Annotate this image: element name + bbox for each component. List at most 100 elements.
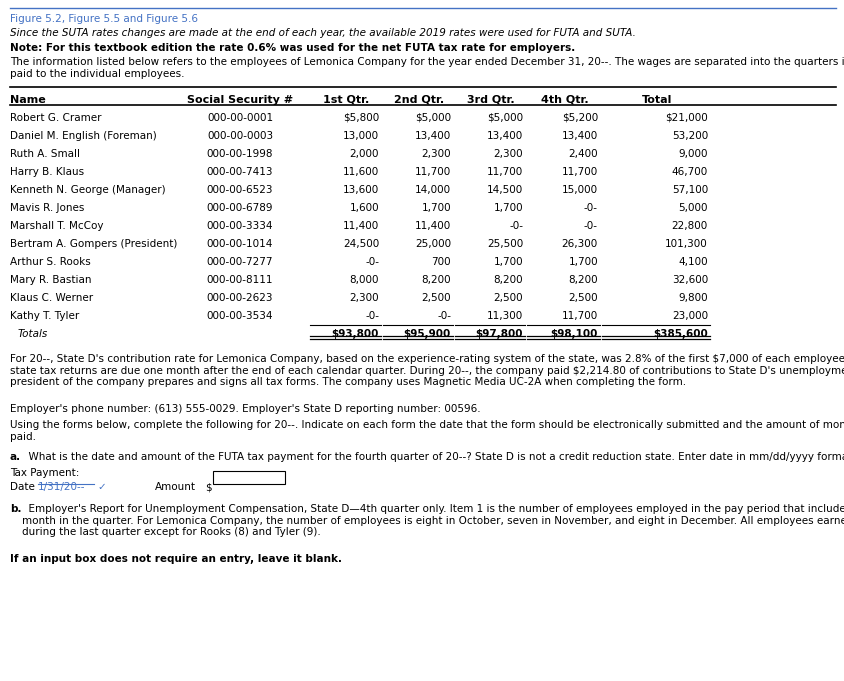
Text: 14,000: 14,000 <box>415 185 451 195</box>
Text: Employer's phone number: (613) 555-0029. Employer's State D reporting number: 00: Employer's phone number: (613) 555-0029.… <box>10 404 480 414</box>
Text: 8,200: 8,200 <box>568 275 598 285</box>
Text: 11,400: 11,400 <box>414 221 451 231</box>
Text: 46,700: 46,700 <box>672 167 708 177</box>
Text: 9,800: 9,800 <box>679 293 708 303</box>
Text: 11,700: 11,700 <box>562 167 598 177</box>
Text: 1,700: 1,700 <box>494 203 523 213</box>
Text: ✓: ✓ <box>97 482 106 492</box>
Text: -0-: -0- <box>584 221 598 231</box>
Text: $98,100: $98,100 <box>550 329 598 339</box>
Text: 13,400: 13,400 <box>414 131 451 141</box>
Text: 13,000: 13,000 <box>343 131 379 141</box>
Text: If an input box does not require an entry, leave it blank.: If an input box does not require an entr… <box>10 554 342 564</box>
Text: 57,100: 57,100 <box>672 185 708 195</box>
Text: 2nd Qtr.: 2nd Qtr. <box>394 95 444 105</box>
Text: 3rd Qtr.: 3rd Qtr. <box>468 95 515 105</box>
Text: 000-00-7277: 000-00-7277 <box>207 257 273 267</box>
Text: 4,100: 4,100 <box>679 257 708 267</box>
Text: Marshall T. McCoy: Marshall T. McCoy <box>10 221 104 231</box>
Text: 000-00-3334: 000-00-3334 <box>207 221 273 231</box>
Text: Klaus C. Werner: Klaus C. Werner <box>10 293 93 303</box>
Text: 22,800: 22,800 <box>672 221 708 231</box>
Text: 2,000: 2,000 <box>349 149 379 159</box>
Text: Mary R. Bastian: Mary R. Bastian <box>10 275 91 285</box>
Text: 32,600: 32,600 <box>672 275 708 285</box>
Text: 5,000: 5,000 <box>679 203 708 213</box>
Text: 8,000: 8,000 <box>349 275 379 285</box>
Bar <box>213 471 285 484</box>
Text: 000-00-8111: 000-00-8111 <box>207 275 273 285</box>
Text: Mavis R. Jones: Mavis R. Jones <box>10 203 84 213</box>
Text: Kenneth N. George (Manager): Kenneth N. George (Manager) <box>10 185 165 195</box>
Text: 700: 700 <box>431 257 451 267</box>
Text: Name: Name <box>10 95 46 105</box>
Text: b.: b. <box>10 504 21 514</box>
Text: 000-00-0001: 000-00-0001 <box>207 113 273 123</box>
Text: Bertram A. Gompers (President): Bertram A. Gompers (President) <box>10 239 177 249</box>
Text: 11,700: 11,700 <box>562 311 598 321</box>
Text: $95,900: $95,900 <box>403 329 451 339</box>
Text: 13,400: 13,400 <box>562 131 598 141</box>
Text: Date: Date <box>10 482 35 492</box>
Text: 1/31/20--: 1/31/20-- <box>38 482 85 492</box>
Text: Kathy T. Tyler: Kathy T. Tyler <box>10 311 79 321</box>
Text: 000-00-6523: 000-00-6523 <box>207 185 273 195</box>
Text: -0-: -0- <box>365 311 379 321</box>
Text: 8,200: 8,200 <box>421 275 451 285</box>
Text: 1,600: 1,600 <box>349 203 379 213</box>
Text: 1,700: 1,700 <box>568 257 598 267</box>
Text: 1st Qtr.: 1st Qtr. <box>323 95 370 105</box>
Text: 8,200: 8,200 <box>494 275 523 285</box>
Text: Arthur S. Rooks: Arthur S. Rooks <box>10 257 91 267</box>
Text: 2,300: 2,300 <box>349 293 379 303</box>
Text: 11,300: 11,300 <box>487 311 523 321</box>
Text: -0-: -0- <box>365 257 379 267</box>
Text: 2,500: 2,500 <box>494 293 523 303</box>
Text: Total: Total <box>641 95 672 105</box>
Text: 000-00-1014: 000-00-1014 <box>207 239 273 249</box>
Text: $385,600: $385,600 <box>653 329 708 339</box>
Text: 2,300: 2,300 <box>421 149 451 159</box>
Text: -0-: -0- <box>509 221 523 231</box>
Text: 9,000: 9,000 <box>679 149 708 159</box>
Text: $97,800: $97,800 <box>475 329 523 339</box>
Text: $21,000: $21,000 <box>665 113 708 123</box>
Text: Daniel M. English (Foreman): Daniel M. English (Foreman) <box>10 131 157 141</box>
Text: 25,500: 25,500 <box>487 239 523 249</box>
Text: 000-00-6789: 000-00-6789 <box>207 203 273 213</box>
Text: 2,500: 2,500 <box>421 293 451 303</box>
Text: 11,700: 11,700 <box>414 167 451 177</box>
Text: The information listed below refers to the employees of Lemonica Company for the: The information listed below refers to t… <box>10 57 844 78</box>
Text: 2,400: 2,400 <box>568 149 598 159</box>
Text: 000-00-3534: 000-00-3534 <box>207 311 273 321</box>
Text: Robert G. Cramer: Robert G. Cramer <box>10 113 101 123</box>
Text: Since the SUTA rates changes are made at the end of each year, the available 201: Since the SUTA rates changes are made at… <box>10 28 636 38</box>
Text: 11,400: 11,400 <box>343 221 379 231</box>
Text: a.: a. <box>10 452 21 462</box>
Text: 000-00-7413: 000-00-7413 <box>207 167 273 177</box>
Text: 14,500: 14,500 <box>487 185 523 195</box>
Text: Employer's Report for Unemployment Compensation, State D—4th quarter only. Item : Employer's Report for Unemployment Compe… <box>22 504 844 537</box>
Text: Amount: Amount <box>155 482 196 492</box>
Text: $93,800: $93,800 <box>332 329 379 339</box>
Text: $5,200: $5,200 <box>562 113 598 123</box>
Text: 23,000: 23,000 <box>672 311 708 321</box>
Text: 13,600: 13,600 <box>343 185 379 195</box>
Text: What is the date and amount of the FUTA tax payment for the fourth quarter of 20: What is the date and amount of the FUTA … <box>22 452 844 462</box>
Text: $5,800: $5,800 <box>343 113 379 123</box>
Text: 000-00-0003: 000-00-0003 <box>207 131 273 141</box>
Text: 101,300: 101,300 <box>665 239 708 249</box>
Text: 1,700: 1,700 <box>494 257 523 267</box>
Text: For 20--, State D's contribution rate for Lemonica Company, based on the experie: For 20--, State D's contribution rate fo… <box>10 354 844 387</box>
Text: $: $ <box>205 482 212 492</box>
Text: -0-: -0- <box>584 203 598 213</box>
Text: 4th Qtr.: 4th Qtr. <box>541 95 588 105</box>
Text: -0-: -0- <box>437 311 451 321</box>
Text: Social Security #: Social Security # <box>187 95 293 105</box>
Text: 25,000: 25,000 <box>415 239 451 249</box>
Text: Harry B. Klaus: Harry B. Klaus <box>10 167 84 177</box>
Text: Figure 5.2, Figure 5.5 and Figure 5.6: Figure 5.2, Figure 5.5 and Figure 5.6 <box>10 14 198 24</box>
Text: 1,700: 1,700 <box>421 203 451 213</box>
Text: 000-00-2623: 000-00-2623 <box>207 293 273 303</box>
Text: 2,300: 2,300 <box>494 149 523 159</box>
